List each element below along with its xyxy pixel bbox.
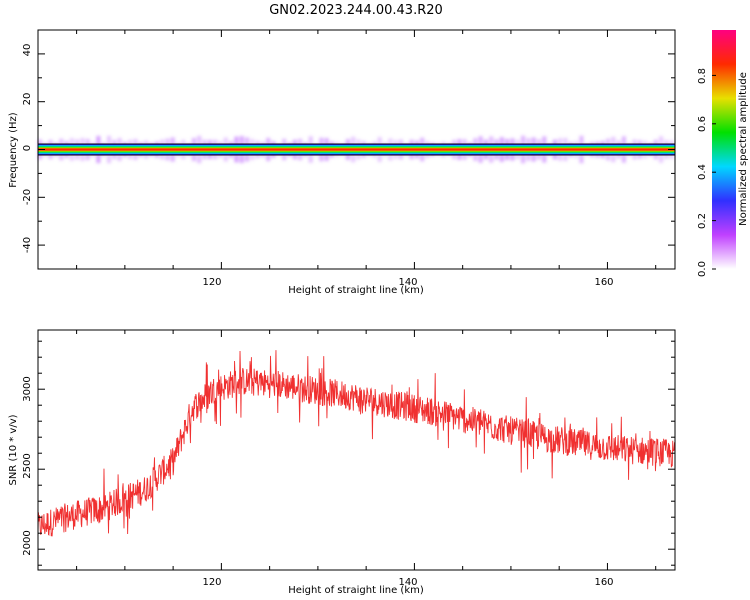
spectral-band	[38, 135, 675, 164]
snr-y-tick-label: 3000	[22, 376, 33, 401]
snr-panel: 120 140 160 3000 2500 2000 Height of str…	[8, 329, 676, 596]
colorbar-label: Normalized spectral amplitude	[738, 72, 749, 226]
snr-y-tick-label: 2000	[22, 530, 33, 555]
snr-plot-area	[38, 330, 675, 570]
colorbar-tick-label: 0.6	[697, 116, 708, 132]
colorbar-tick-label: 0.2	[697, 213, 708, 229]
colorbar-tick-label: 0.8	[697, 68, 708, 84]
figure-title: GN02.2023.244.00.43.R20	[269, 3, 443, 18]
spectral-band-layer	[38, 148, 675, 151]
colorbar-ticks	[712, 74, 716, 270]
snr-line	[37, 350, 676, 537]
snr-x-axis-label: Height of straight line (km)	[288, 585, 424, 596]
snr-y-tick-label: 2500	[22, 453, 33, 478]
spectrogram-x-tick-label: 140	[398, 277, 417, 288]
snr-x-tick-label: 160	[594, 577, 613, 588]
colorbar-tick-label: 0.0	[697, 261, 708, 277]
spectrogram-x-tick-label: 160	[594, 277, 613, 288]
snr-x-tick-label: 120	[202, 577, 221, 588]
colorbar-gradient	[712, 30, 736, 269]
spectrogram-x-axis-label: Height of straight line (km)	[288, 285, 424, 296]
spectrogram-panel: 120 140 160 40 20 0 -20 -40 Height of st…	[8, 29, 676, 296]
snr-series	[37, 350, 676, 537]
colorbar-tick-label: 0.4	[697, 164, 708, 180]
snr-ticks	[38, 330, 675, 570]
spectrogram-y-tick-label: 0	[22, 145, 33, 151]
colorbar: 0.0 0.2 0.4 0.6 0.8 Normalized spectral …	[697, 30, 749, 277]
snr-frame	[37, 329, 676, 571]
spectrogram-y-tick-label: 40	[22, 44, 33, 57]
spectrogram-y-axis-label: Frequency (Hz)	[8, 112, 19, 188]
spectrogram-y-tick-label: -40	[22, 237, 33, 253]
spectrogram-x-tick-label: 120	[202, 277, 221, 288]
spectrogram-y-tick-label: -20	[22, 189, 33, 205]
snr-y-axis-label: SNR (10 * v/v)	[8, 414, 19, 485]
spectrogram-ticks	[38, 29, 675, 270]
snr-x-tick-label: 140	[398, 577, 417, 588]
spectrogram-y-tick-label: 20	[22, 93, 33, 106]
